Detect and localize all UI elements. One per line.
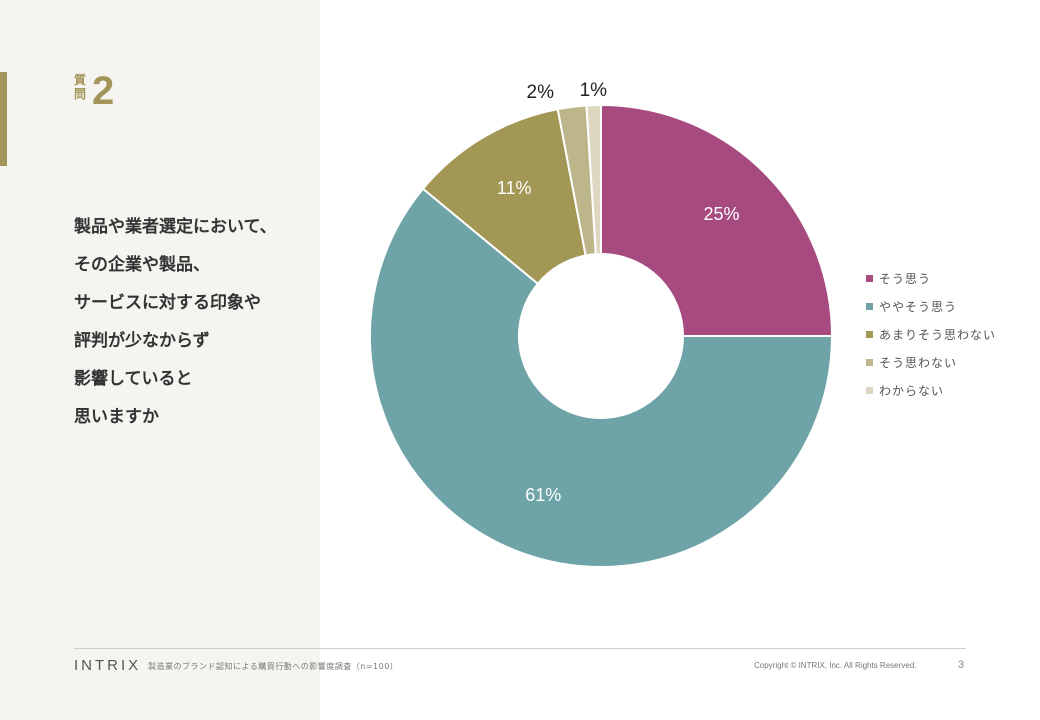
legend-item: あまりそう思わない xyxy=(866,320,996,348)
data-label: 61% xyxy=(525,485,561,505)
legend-swatch xyxy=(866,386,873,394)
data-label: 2% xyxy=(527,82,555,103)
chart-legend: そう思う ややそう思う あまりそう思わない そう思わない わからない xyxy=(866,264,996,404)
copyright-text: Copyright © INTRIX, Inc. All Rights Rese… xyxy=(754,661,917,670)
legend-label: わからない xyxy=(879,383,945,398)
data-label: 11% xyxy=(497,178,532,198)
legend-swatch xyxy=(866,330,873,338)
question-line: サービスに対する印象や xyxy=(74,293,261,313)
pie-slice xyxy=(369,187,834,568)
question-number: 2 xyxy=(92,69,115,113)
pie-slice xyxy=(600,103,834,337)
data-label: 25% xyxy=(704,204,740,224)
accent-bar xyxy=(0,72,7,166)
pie-slice xyxy=(585,103,602,256)
page-number: 3 xyxy=(958,659,965,671)
legend-label: あまりそう思わない xyxy=(879,327,997,342)
legend-item: ややそう思う xyxy=(866,292,996,320)
company-logo: INTRIX xyxy=(74,657,142,674)
question-line: 思いますか xyxy=(74,407,159,427)
question-text: 製品や業者選定において、 その企業や製品、 サービスに対する印象や 評判が少なか… xyxy=(74,208,314,436)
legend-swatch xyxy=(866,274,873,282)
question-line: その企業や製品、 xyxy=(74,255,210,275)
legend-item: わからない xyxy=(866,376,996,404)
data-label: 1% xyxy=(580,80,608,101)
legend-label: そう思わない xyxy=(879,355,958,370)
pie-slice xyxy=(421,107,587,286)
legend-item: そう思う xyxy=(866,264,996,292)
legend-label: ややそう思う xyxy=(879,299,958,314)
question-line: 影響していると xyxy=(74,369,193,389)
legend-label: そう思う xyxy=(879,271,932,286)
legend-item: そう思わない xyxy=(866,348,996,376)
question-label: 質問 xyxy=(74,73,87,101)
legend-swatch xyxy=(866,358,873,366)
legend-swatch xyxy=(866,302,873,310)
question-line: 評判が少なからず xyxy=(74,331,210,351)
left-panel xyxy=(0,0,320,720)
question-line: 製品や業者選定において、 xyxy=(74,217,277,237)
report-subtitle: 製造業のブランド認知による購買行動への影響度調査（n=100） xyxy=(148,662,399,671)
footer-divider xyxy=(74,648,966,649)
